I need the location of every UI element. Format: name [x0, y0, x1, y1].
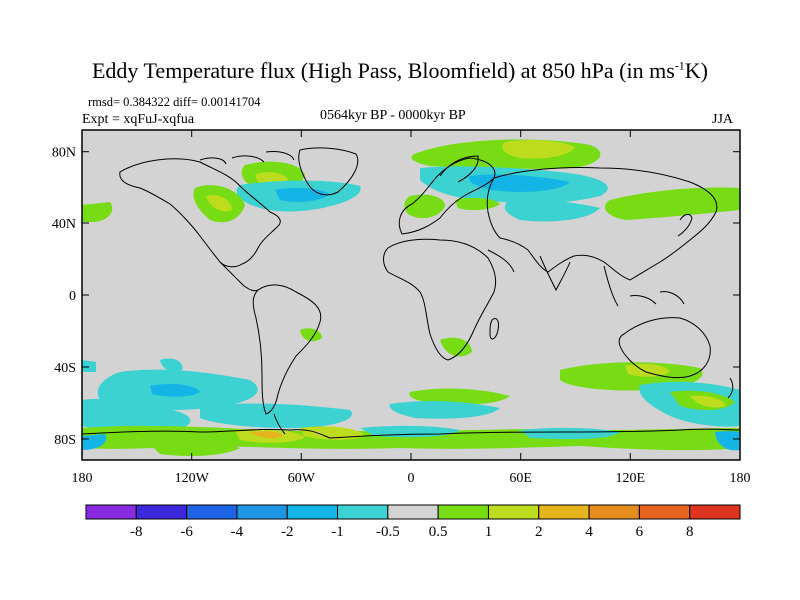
anomaly-region	[409, 388, 510, 405]
anomaly-region	[250, 431, 284, 439]
colorbar-label: 8	[686, 524, 694, 540]
colorbar-label: 0.5	[429, 524, 448, 540]
x-tick-label: 60W	[288, 471, 316, 486]
x-tick-label: 180	[730, 471, 751, 486]
y-tick-label: 40S	[54, 361, 76, 376]
x-tick-labels: 180 120W 60W 0 60E 120E 180	[72, 471, 751, 486]
coastline-central-america	[219, 261, 259, 292]
y-ticks	[82, 151, 740, 440]
coastline-australia	[618, 317, 711, 379]
colorbar-swatch	[387, 504, 439, 520]
anomaly-region	[715, 431, 740, 451]
coastline-arabia-india	[487, 249, 571, 292]
anomaly-region	[625, 364, 670, 377]
colorbar-swatch	[236, 504, 288, 520]
anomaly-field	[82, 139, 740, 456]
colorbar-label: -1	[331, 524, 344, 540]
period-label: 0564kyr BP - 0000kyr BP	[320, 108, 466, 123]
coastline-southeast-asia	[603, 265, 685, 307]
anomaly-region	[82, 434, 107, 450]
colorbar-swatch	[85, 504, 137, 520]
coastline-scandinavia	[439, 155, 479, 183]
anomaly-region	[389, 401, 500, 419]
anomaly-region	[200, 403, 352, 428]
y-tick-label: 0	[69, 289, 76, 304]
y-tick-label: 80S	[54, 433, 76, 448]
anomaly-region	[150, 441, 240, 456]
anomaly-region	[275, 187, 330, 202]
colorbar-label: 6	[636, 524, 644, 540]
x-tick-label: 180	[72, 471, 93, 486]
colorbar-swatch	[286, 504, 339, 520]
anomaly-region	[605, 187, 740, 220]
x-tick-label: 120W	[175, 471, 210, 486]
colorbar-label: 1	[485, 524, 493, 540]
experiment-label: Expt = xqFuJ-xqfua	[82, 112, 195, 127]
anomaly-region	[440, 337, 472, 357]
anomaly-region	[520, 427, 620, 440]
x-tick-label: 120E	[616, 471, 646, 486]
colorbar-swatch	[337, 504, 389, 520]
title-main: Eddy Temperature flux (High Pass, Bloomf…	[91, 58, 675, 83]
anomaly-region	[82, 398, 191, 433]
anomaly-region	[206, 194, 232, 212]
anomaly-region	[404, 194, 445, 219]
colorbar-swatch	[689, 504, 741, 520]
colorbar-swatch	[538, 504, 590, 520]
coastline-japan	[677, 213, 693, 237]
coastline-new-zealand	[727, 377, 734, 399]
x-ticks	[81, 130, 741, 460]
anomaly-region	[82, 202, 113, 222]
colorbar-label: 4	[585, 524, 593, 540]
coastline-north-america	[119, 158, 281, 268]
coastline-europe	[398, 157, 496, 235]
coastline-greenland	[298, 147, 359, 196]
coastline-asia	[486, 166, 718, 281]
colorbar-swatch	[638, 504, 691, 520]
colorbar-swatch	[437, 504, 489, 520]
coastline-antarctic-peninsula	[273, 413, 286, 435]
chart-title: Eddy Temperature flux (High Pass, Bloomf…	[0, 58, 800, 84]
season-label: JJA	[712, 112, 734, 127]
colorbar: -8 -6 -4 -2 -1 -0.5 0.5 1 2 4 6 8	[85, 504, 741, 540]
anomaly-region	[150, 384, 200, 397]
title-end: K)	[684, 58, 708, 83]
anomaly-region	[690, 395, 726, 408]
anomaly-region	[502, 139, 575, 159]
colorbar-label: -0.5	[376, 524, 400, 540]
anomaly-region	[455, 197, 500, 211]
colorbar-swatch	[186, 504, 238, 520]
coastline-antarctica	[82, 428, 740, 439]
anomaly-region	[82, 360, 96, 372]
colorbar-label: -2	[281, 524, 294, 540]
x-tick-label: 60E	[509, 471, 532, 486]
coastline-madagascar	[489, 317, 499, 340]
anomaly-region	[504, 199, 600, 222]
coastline-south-america	[252, 284, 322, 415]
colorbar-swatch	[588, 504, 640, 520]
colorbar-swatch	[135, 504, 188, 520]
coastline-africa	[383, 238, 497, 361]
anomaly-region	[160, 358, 183, 372]
anomaly-region	[469, 174, 570, 192]
colorbar-swatch	[487, 504, 540, 520]
colorbar-label: -4	[231, 524, 244, 540]
colorbar-label: -6	[180, 524, 193, 540]
title-superscript: -1	[674, 58, 685, 73]
y-tick-labels: 80N 40N 0 40S 80S	[52, 146, 76, 449]
y-tick-label: 80N	[52, 146, 76, 161]
colorbar-label: -8	[130, 524, 143, 540]
coastlines	[82, 147, 740, 439]
colorbar-label: 2	[535, 524, 543, 540]
y-tick-label: 40N	[52, 217, 76, 232]
x-tick-label: 0	[408, 471, 415, 486]
coastline-canadian-archipelago	[199, 151, 295, 165]
stats-line: rmsd= 0.384322 diff= 0.00141704	[88, 95, 261, 109]
